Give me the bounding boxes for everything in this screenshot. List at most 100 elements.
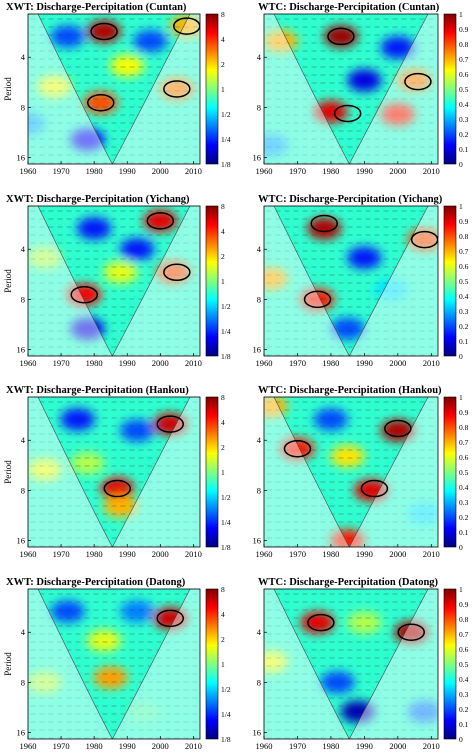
y-tick-label: 8 [21, 485, 25, 495]
colorbar-tick-label: 0.3 [459, 690, 469, 699]
x-tick-label: 1960 [256, 741, 273, 751]
cone-of-influence [28, 206, 200, 356]
heatmap-region [380, 419, 415, 442]
colorbar-tick-label: 0.4 [459, 292, 469, 301]
x-tick-label: 1990 [356, 166, 373, 176]
colorbar-tick-label: 2 [221, 443, 225, 452]
x-tick-label: 2000 [152, 741, 169, 751]
heatmap-region [300, 611, 335, 634]
heatmap-region [407, 502, 438, 525]
significance-contour [384, 419, 412, 438]
colorbar-tick-label: 0.7 [459, 55, 469, 64]
significance-contour [283, 440, 312, 458]
significance-contour [70, 285, 98, 304]
panel-4: XWT: Discharge-Percipitation (Hankou) 196… [3, 385, 231, 559]
heatmap-region [264, 30, 298, 53]
heatmap-field [28, 14, 200, 164]
heatmap-region [264, 134, 288, 157]
phase-arrows [30, 210, 198, 356]
heatmap-region [347, 611, 382, 634]
panel-title: XWT: Discharge-Percipitation (Datong) [6, 577, 186, 588]
colorbar-tick-label: 0.6 [459, 453, 469, 462]
colorbar-tick-label: 0.9 [459, 408, 469, 417]
heatmap-region [28, 112, 45, 135]
y-tick-label: 4 [257, 52, 262, 62]
phase-arrows [266, 210, 434, 356]
y-tick-label: 16 [17, 728, 26, 738]
y-tick-label: 4 [21, 52, 26, 62]
heatmap-region [120, 600, 155, 623]
colorbar-tick-label: 1/8 [221, 543, 231, 552]
significance-contour [146, 212, 175, 230]
panel-7: WTC: Discharge-Percipitation (Datong) 196… [253, 577, 469, 751]
colorbar-tick-label: 0.6 [459, 70, 469, 79]
colorbar-tick-label: 1 [221, 85, 225, 94]
colorbar-tick-label: 1/2 [221, 493, 231, 502]
y-tick-label: 4 [257, 435, 262, 445]
cone-of-influence [28, 397, 200, 547]
significance-contour [327, 27, 355, 46]
x-tick-label: 1960 [20, 358, 37, 368]
x-tick-label: 1960 [20, 166, 37, 176]
x-tick-label: 2010 [423, 549, 440, 559]
colorbar-tick-label: 8 [221, 10, 225, 19]
y-tick-label: 16 [17, 536, 26, 546]
colorbar-tick-label: 0.8 [459, 615, 469, 624]
colorbar-tick-label: 1/8 [221, 160, 231, 169]
significance-contour [360, 479, 389, 498]
panel-5: WTC: Discharge-Percipitation (Hankou) 196… [253, 385, 469, 559]
x-tick-label: 2010 [185, 741, 202, 751]
plot-frame [27, 396, 201, 548]
significance-contour [307, 613, 335, 632]
colorbar-tick-label: 2 [221, 252, 225, 261]
significance-contour [87, 93, 115, 112]
colorbar-tick-label: 0.8 [459, 232, 469, 241]
heatmap-region [50, 600, 85, 623]
colorbar-tick-label: 0.3 [459, 498, 469, 507]
cone-of-influence [28, 14, 200, 164]
colorbar-tick-label: 0.7 [459, 630, 469, 639]
y-tick-label: 8 [21, 294, 25, 304]
colorbar-tick-label: 1 [459, 585, 463, 594]
y-tick-label: 4 [21, 244, 26, 254]
significance-contour [333, 104, 362, 123]
colorbar-tick-label: 1 [459, 10, 463, 19]
x-tick-label: 1980 [86, 358, 103, 368]
colorbar-tick-label: 0.9 [459, 600, 469, 609]
y-tick-label: 16 [253, 153, 262, 163]
y-axis-label: Period [3, 460, 13, 484]
colorbar-tick-label: 8 [221, 393, 225, 402]
panel-title: WTC: Discharge-Percipitation (Hankou) [258, 385, 442, 396]
x-tick-label: 2000 [152, 549, 169, 559]
cone-of-influence [264, 14, 438, 164]
y-tick-label: 16 [253, 728, 262, 738]
colorbar [205, 396, 219, 548]
x-tick-label: 1980 [86, 166, 103, 176]
heatmap-region [93, 666, 128, 689]
colorbar-tick-label: 0.1 [459, 145, 469, 154]
panel-title: WTC: Discharge-Percipitation (Cuntan) [258, 2, 440, 13]
x-tick-label: 1960 [20, 741, 37, 751]
colorbar-tick-label: 0.2 [459, 705, 469, 714]
colorbar-tick-label: 0.4 [459, 483, 469, 492]
colorbar-tick-label: 0.4 [459, 675, 469, 684]
plot-frame [27, 588, 201, 740]
colorbar-tick-label: 0.1 [459, 528, 469, 537]
cone-of-influence [264, 397, 438, 547]
x-tick-label: 1980 [322, 166, 339, 176]
x-tick-label: 1970 [289, 549, 306, 559]
x-tick-label: 2000 [152, 166, 169, 176]
colorbar-tick-label: 0 [459, 735, 463, 744]
colorbar-tick-label: 0.7 [459, 438, 469, 447]
y-axis-label: Period [3, 652, 13, 676]
heatmap-region [330, 445, 365, 468]
colorbar-tick-label: 1 [221, 468, 225, 477]
colorbar-tick-label: 0.6 [459, 645, 469, 654]
x-tick-label: 1980 [322, 741, 339, 751]
colorbar-tick-label: 4 [221, 35, 225, 44]
panel-0: XWT: Discharge-Percipitation (Cuntan) 196… [3, 2, 231, 176]
panel-title: WTC: Discharge-Percipitation (Datong) [258, 577, 439, 588]
x-tick-label: 2000 [389, 741, 406, 751]
heatmap-region [380, 103, 415, 126]
